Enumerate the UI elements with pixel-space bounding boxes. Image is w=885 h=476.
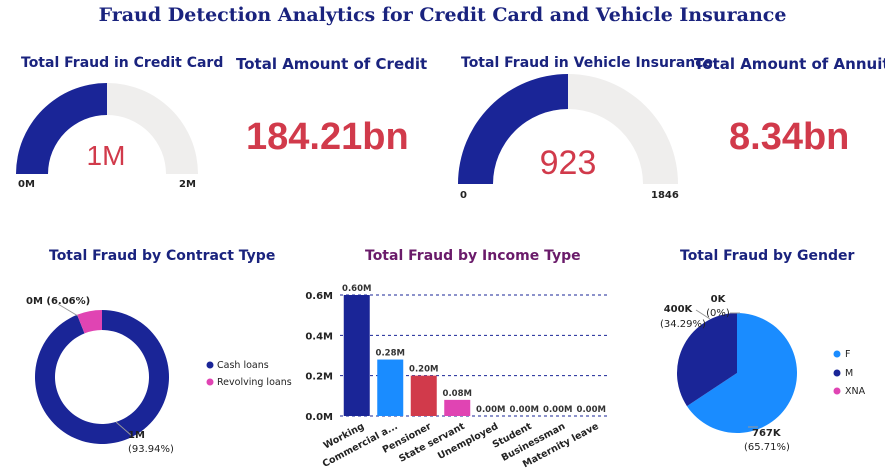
legend-label-xna: XNA [845,386,866,397]
credit-amount-title: Total Amount of Credit [236,55,428,73]
gauge-fill [16,83,107,174]
label-leader [57,303,79,317]
bar-data-label: 0.00M [476,405,505,415]
slice-label-f: 767K [752,428,782,439]
income-type-title: Total Fraud by Income Type [365,248,581,264]
y-tick-label: 0.0M [305,412,333,423]
slice-label-cash-value: 1M [128,430,145,441]
label-leader [695,309,711,320]
bar-data-label: 0.08M [443,389,472,399]
gauge-fill [458,74,568,184]
label-leader [115,421,133,437]
contract-type-donut: 0M (6.06%) 1M (93.94%) Cash loans Revolv… [26,296,292,455]
gauge-value-label: 1M [86,140,126,171]
vehicle-insurance-gauge [458,74,678,184]
slice-label-xna: 0K [711,294,727,305]
y-tick-label: 0.2M [305,372,333,383]
bar [343,295,370,416]
page-title: Fraud Detection Analytics for Credit Car… [98,4,787,26]
slice-label-revolving: 0M (6.06%) [26,296,90,307]
legend-marker-m [833,369,841,377]
legend-marker-cash-loans [206,361,214,369]
bar-data-label: 0.00M [510,405,539,415]
legend-marker-f [833,350,841,358]
legend-marker-xna [833,387,841,395]
gender-pie-chart: 0K (0%) 400K (34.29%) 767K (65.71%) F M … [660,294,866,453]
bar-data-label: 0.28M [376,349,405,359]
y-tick-label: 0.4M [305,331,333,342]
bar-data-label: 0.00M [543,405,572,415]
gauge-min-label: 0 [460,190,467,201]
pie-slice-f [686,313,797,433]
annuity-amount-title: Total Amount of Annuity [694,55,885,73]
slice-label-m-pct: (34.29%) [660,319,706,330]
annuity-amount-value: 8.34bn [729,116,850,158]
slice-label-cash-pct: (93.94%) [128,444,174,455]
gauge-value-label: 923 [539,144,597,182]
bar [377,359,404,416]
y-tick-label: 0.6M [305,291,333,302]
gender-title: Total Fraud by Gender [680,248,855,264]
gauge-min-label: 0M [18,179,35,190]
pie-slice-m [677,313,737,407]
donut-slice-revolving-loans [77,310,102,334]
bar-data-label: 0.00M [577,405,606,415]
bar [444,399,471,416]
bar [410,375,437,416]
slice-label-xna-pct: (0%) [706,308,730,319]
legend-label-m: M [845,368,853,379]
vehicle-fraud-title: Total Fraud in Vehicle Insurance [461,55,714,71]
legend-marker-revolving-loans [206,378,214,386]
income-type-bar-chart: 0.0M0.2M0.4M0.6M0.60MWorking0.28MCommerc… [305,284,608,470]
gauge-max-label: 1846 [651,190,679,201]
donut-slice-cash-loans [34,310,170,444]
slice-label-m: 400K [664,304,694,315]
legend-label-cash-loans: Cash loans [217,360,269,371]
slice-label-f-pct: (65.71%) [744,442,790,453]
gauge-max-label: 2M [179,179,196,190]
credit-card-fraud-title: Total Fraud in Credit Card [21,55,224,71]
legend-label-revolving-loans: Revolving loans [217,377,292,388]
credit-amount-value: 184.21bn [246,116,409,158]
credit-card-gauge [16,83,198,174]
bar-data-label: 0.20M [409,365,438,375]
legend-label-f: F [845,349,850,360]
contract-type-title: Total Fraud by Contract Type [49,248,276,264]
bar-data-label: 0.60M [342,284,371,294]
